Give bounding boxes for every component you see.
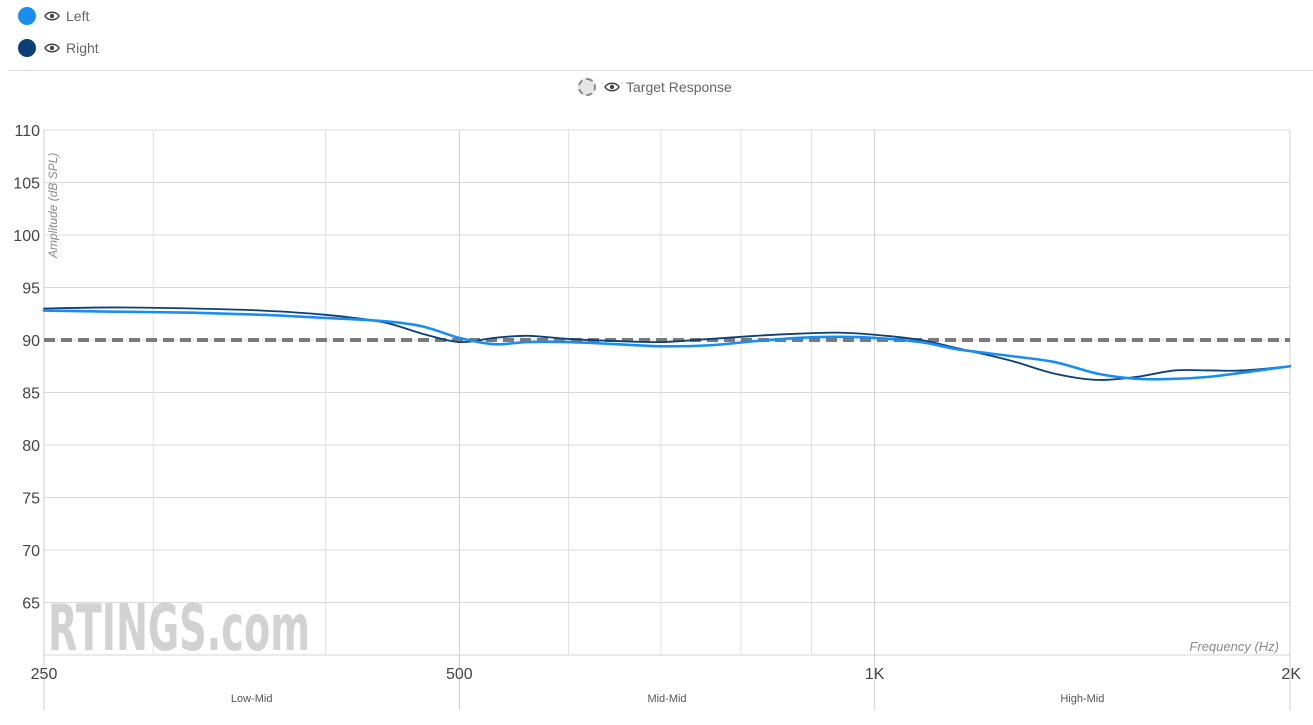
legend-item-left[interactable]: Left	[18, 5, 89, 27]
target-series-swatch[interactable]	[578, 78, 596, 96]
y-tick-label: 100	[13, 228, 40, 245]
y-tick-label: 105	[13, 176, 40, 193]
band-label: Mid-Mid	[647, 693, 686, 705]
x-tick-label: 1K	[865, 666, 885, 683]
y-tick-label: 90	[22, 333, 40, 350]
left-series-line	[42, 309, 1292, 381]
right-series-line	[43, 306, 1291, 381]
eye-icon[interactable]	[44, 10, 60, 22]
y-tick-label: 110	[14, 123, 40, 140]
x-tick-label: 250	[31, 666, 58, 683]
y-tick-label: 95	[22, 281, 40, 298]
legend-label-right: Right	[66, 40, 99, 56]
legend-item-right[interactable]: Right	[18, 37, 99, 59]
legend-item-target[interactable]: Target Response	[578, 76, 732, 98]
legend-label-target: Target Response	[626, 79, 732, 95]
eye-icon[interactable]	[44, 42, 60, 54]
band-label: Low-Mid	[231, 693, 273, 705]
y-tick-label: 80	[22, 438, 40, 455]
left-series-swatch[interactable]	[18, 7, 36, 25]
y-axis-label: Amplitude (dB SPL)	[46, 153, 60, 259]
band-label: High-Mid	[1060, 693, 1104, 705]
x-tick-label: 500	[446, 666, 473, 683]
right-series-swatch[interactable]	[18, 39, 36, 57]
watermark: RTINGS.com	[48, 592, 310, 666]
x-tick-label: 2K	[1281, 666, 1301, 683]
eye-icon[interactable]	[604, 81, 620, 93]
legend-divider	[8, 70, 1313, 71]
x-axis-label: Frequency (Hz)	[1189, 639, 1279, 654]
y-tick-label: 85	[22, 386, 40, 403]
legend-label-left: Left	[66, 8, 90, 24]
y-tick-label: 70	[22, 543, 40, 560]
y-tick-label: 75	[22, 491, 40, 508]
y-tick-label: 65	[22, 596, 40, 613]
